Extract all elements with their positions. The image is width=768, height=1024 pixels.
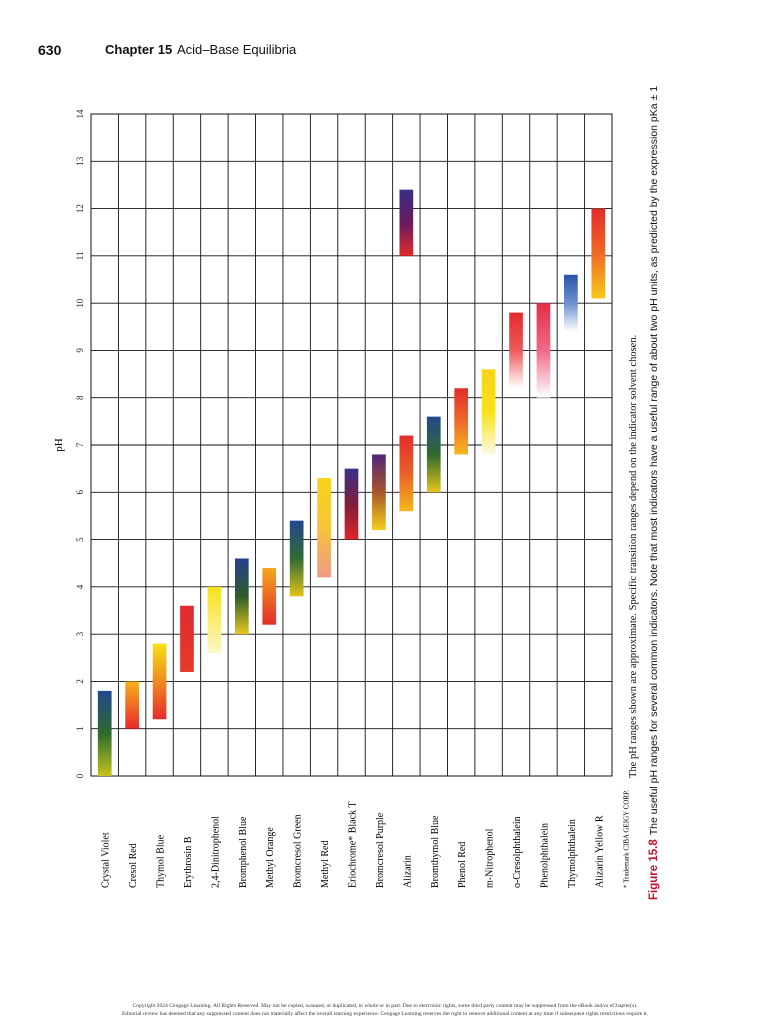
footer-line-2: Editorial review has deemed that any sup… (122, 1011, 648, 1017)
y-tick-label: 9 (75, 348, 85, 353)
indicator-bar (344, 468, 359, 540)
indicator-label: Alizarin Yellow R (594, 815, 605, 888)
chapter-title: Acid–Base Equilibria (177, 42, 297, 57)
indicator-bar (125, 681, 139, 729)
y-axis-label: pH (53, 438, 65, 452)
indicator-bar (289, 520, 304, 597)
indicator-label: Phenolphthalein (539, 823, 550, 888)
page-number: 630 (38, 42, 62, 58)
indicator-label: Cresol Red (128, 843, 139, 888)
indicator-bar (481, 369, 496, 455)
indicator-label: o-Cresolphthalein (512, 816, 523, 888)
caption-text: The useful pH ranges for several common … (648, 85, 660, 836)
indicator-bar (591, 208, 606, 299)
y-tick-label: 7 (75, 442, 85, 447)
indicator-bar (180, 605, 194, 672)
trademark-note: * Trademark CIBA GEIGY CORP. (623, 790, 631, 888)
approx-note: The pH ranges shown are approximate. Spe… (628, 334, 639, 778)
chapter-label: Chapter 15 (105, 42, 173, 57)
copyright-footer: Copyright 2024 Cengage Learning. All Rig… (40, 1002, 730, 1018)
indicator-label: Erythrosin B (183, 836, 194, 888)
indicator-bar (509, 312, 523, 389)
y-tick-label: 10 (75, 298, 85, 308)
indicator-bar (536, 303, 551, 398)
indicator-label: Thymol Blue (156, 834, 167, 888)
page-header: 630 Chapter 15 Acid–Base Equilibria (38, 42, 296, 58)
indicator-label: Bromcresol Green (293, 814, 304, 888)
y-tick-label: 5 (75, 537, 85, 542)
indicator-label: Phenol Red (457, 842, 468, 888)
y-tick-label: 1 (75, 726, 85, 731)
indicator-label: Thymolphthalein (567, 819, 578, 888)
indicator-bar (97, 690, 112, 776)
indicator-label: Eriochrome* Black T (348, 802, 359, 888)
indicator-bar (372, 454, 386, 531)
indicator-label: Bromthymol Blue (430, 815, 441, 888)
indicator-label: Methyl Orange (265, 827, 276, 888)
indicator-bar (207, 586, 222, 654)
y-tick-label: 6 (75, 490, 85, 495)
indicator-bar (564, 274, 578, 332)
footer-line-1: Copyright 2024 Cengage Learning. All Rig… (132, 1003, 638, 1009)
y-tick-label: 3 (75, 631, 85, 636)
y-tick-label: 8 (75, 395, 85, 400)
indicator-bar (317, 478, 331, 578)
y-tick-label: 2 (75, 679, 85, 684)
y-tick-label: 13 (75, 156, 85, 166)
indicator-bar (399, 435, 414, 512)
indicator-label: Crystal Violet (101, 832, 112, 888)
y-tick-label: 12 (75, 204, 85, 213)
indicator-label: 2,4-Dinitrophenol (210, 816, 221, 888)
indicator-label: m-Nitrophenol (485, 828, 496, 888)
y-tick-label: 11 (75, 252, 85, 261)
indicator-label: Bromphenol Blue (238, 816, 249, 888)
indicator-bar (262, 567, 277, 625)
indicator-label: Alizarin (402, 855, 413, 888)
indicator-label: Methyl Red (320, 841, 331, 889)
indicator-bar (399, 189, 414, 256)
y-tick-label: 4 (75, 584, 85, 589)
figure-label: Figure 15.8 (648, 839, 660, 900)
indicator-bar (234, 558, 249, 635)
y-tick-label: 0 (75, 773, 85, 778)
indicator-label: Bromcresol Purple (375, 812, 386, 888)
indicator-bar (426, 416, 441, 493)
indicator-bar (152, 643, 167, 720)
y-tick-label: 14 (75, 109, 85, 119)
indicator-bar (454, 388, 469, 455)
figure-caption: Figure 15.8 The useful pH ranges for seve… (648, 86, 660, 900)
